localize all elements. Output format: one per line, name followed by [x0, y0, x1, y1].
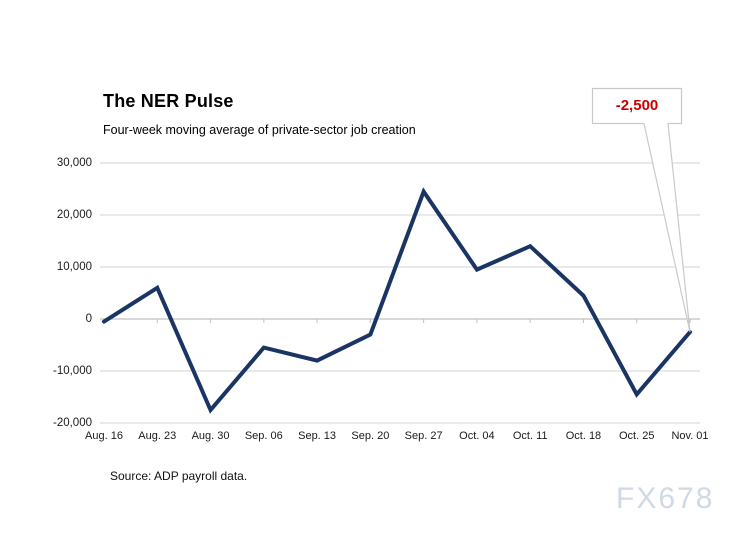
- y-axis-label: 30,000: [56, 157, 92, 169]
- annotation-value: -2,500: [615, 97, 659, 114]
- chart-subtitle: Four-week moving average of private-sect…: [103, 123, 416, 137]
- y-axis-label: 0: [85, 313, 92, 325]
- x-axis-label: Sep. 13: [298, 430, 337, 442]
- y-axis-label: -10,000: [52, 365, 92, 377]
- x-axis-label: Aug. 30: [191, 430, 230, 442]
- y-axis-label: 10,000: [56, 261, 92, 273]
- x-axis-label: Sep. 06: [244, 430, 283, 442]
- annotation-callout: [591, 87, 691, 333]
- data-line: [102, 187, 692, 414]
- chart-title: The NER Pulse: [103, 91, 234, 111]
- y-axis-label: -20,000: [52, 417, 92, 429]
- x-axis-label: Sep. 27: [404, 430, 443, 442]
- x-axis-label: Nov. 01: [671, 430, 709, 442]
- x-axis-label: Sep. 20: [351, 430, 390, 442]
- x-axis-label: Oct. 18: [565, 430, 602, 442]
- watermark: FX678: [616, 482, 715, 515]
- x-axis-label: Aug. 23: [138, 430, 177, 442]
- y-axis-label: 20,000: [56, 209, 92, 221]
- source-note: Source: ADP payroll data.: [110, 469, 248, 483]
- x-axis-label: Oct. 04: [459, 430, 495, 442]
- x-axis-label: Aug. 16: [85, 430, 123, 442]
- x-axis-label: Oct. 25: [618, 430, 655, 442]
- x-axis-label: Oct. 11: [512, 430, 548, 442]
